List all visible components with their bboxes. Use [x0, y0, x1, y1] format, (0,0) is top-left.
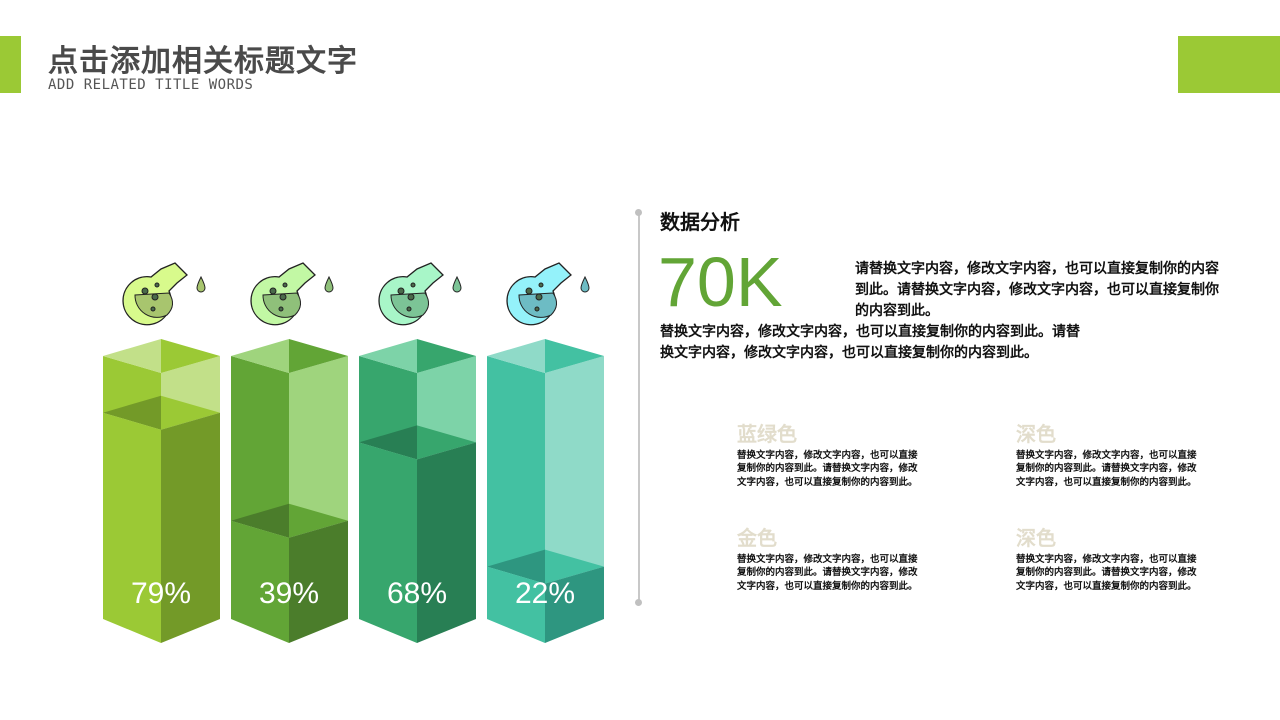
- bar-fill-right: [417, 442, 476, 643]
- divider-dot-bottom: [635, 599, 642, 606]
- bubble: [282, 282, 288, 288]
- bar-fill-right: [161, 412, 220, 643]
- flask-icon: [378, 262, 462, 326]
- bar-value-label: 68%: [387, 577, 447, 610]
- bar-value-label: 22%: [515, 577, 575, 610]
- drop-icon: [452, 275, 462, 293]
- item-text: 替换文字内容，修改文字内容，也可以直接复制你的内容到此。请替换文字内容，修改文字…: [1016, 450, 1197, 488]
- item-text: 替换文字内容，修改文字内容，也可以直接复制你的内容到此。请替换文字内容，修改文字…: [737, 450, 918, 488]
- drop-icon: [324, 275, 334, 293]
- item-title: 蓝绿色: [737, 422, 797, 446]
- bubble: [397, 287, 405, 295]
- big-number: 70K: [658, 243, 783, 321]
- bar-column: 68%: [359, 339, 476, 643]
- bubble: [141, 287, 149, 295]
- bubble: [535, 293, 543, 301]
- bubble: [150, 306, 156, 312]
- bar-fill-top-left: [359, 425, 417, 460]
- bar-fill-top-right: [417, 425, 476, 460]
- bubble: [154, 282, 160, 288]
- page-title[interactable]: 点击添加相关标题文字: [48, 44, 358, 79]
- flask-icon: [506, 262, 590, 326]
- bar-top-left: [231, 339, 289, 373]
- bar-fill-left: [103, 412, 161, 643]
- flask-liquid: [262, 292, 301, 318]
- bar-column: 79%: [103, 339, 220, 643]
- bar-top-right: [545, 339, 604, 373]
- bubble: [151, 293, 159, 301]
- item-text: 替换文字内容，修改文字内容，也可以直接复制你的内容到此。请替换文字内容，修改文字…: [737, 554, 918, 592]
- item-title: 金色: [737, 526, 777, 550]
- bar-column: 39%: [231, 339, 348, 643]
- divider-line: [638, 212, 640, 603]
- bubble: [279, 293, 287, 301]
- analysis-text-1: 请替换文字内容，修改文字内容，也可以直接复制你的内容到此。请替换文字内容，修改文…: [855, 261, 1219, 319]
- bar-empty-right: [545, 356, 604, 584]
- bar-top-right: [417, 339, 476, 373]
- bar-empty-right: [289, 356, 348, 538]
- bar-value-label: 79%: [131, 577, 191, 610]
- header-accent-left: [0, 36, 21, 93]
- bar-chart: 79% 39% 68% 22%: [103, 262, 604, 643]
- drop-icon: [580, 275, 590, 293]
- bar-empty-left: [487, 356, 545, 584]
- header-accent-right: [1178, 36, 1280, 93]
- analysis-heading: 数据分析: [660, 210, 740, 234]
- flask-icon: [122, 262, 206, 326]
- bubble: [278, 306, 284, 312]
- bar-fill-right: [545, 566, 604, 643]
- drop-icon: [196, 275, 206, 293]
- page-subtitle[interactable]: ADD RELATED TITLE WORDS: [48, 77, 254, 93]
- bar-top-left: [487, 339, 545, 373]
- bubble: [406, 306, 412, 312]
- bar-fill-right: [289, 520, 348, 643]
- bar-top-right: [289, 339, 348, 373]
- bar-empty-left: [231, 356, 289, 538]
- bar-fill-left: [487, 566, 545, 643]
- item-title: 深色: [1016, 422, 1056, 446]
- bar-fill-top-left: [487, 549, 545, 584]
- bar-column: 22%: [487, 339, 604, 643]
- bar-fill-top-right: [161, 395, 220, 430]
- bubble: [525, 287, 533, 295]
- bar-fill-top-left: [231, 503, 289, 538]
- bar-fill-left: [231, 520, 289, 643]
- bar-fill-left: [359, 442, 417, 643]
- bubble: [410, 282, 416, 288]
- item-title: 深色: [1016, 526, 1056, 550]
- bar-fill-top-right: [289, 503, 348, 538]
- divider-dot-top: [635, 209, 642, 216]
- bubble: [538, 282, 544, 288]
- analysis-text-2: 替换文字内容，修改文字内容，也可以直接复制你的内容到此。请替换文字内容，修改文字…: [660, 324, 1080, 361]
- flask-liquid: [134, 292, 173, 318]
- item-text: 替换文字内容，修改文字内容，也可以直接复制你的内容到此。请替换文字内容，修改文字…: [1016, 554, 1197, 592]
- bubble: [534, 306, 540, 312]
- flask-liquid: [518, 292, 557, 318]
- bubble: [407, 293, 415, 301]
- bar-top-right: [161, 339, 220, 373]
- bar-fill-top-left: [103, 395, 161, 430]
- bar-value-label: 39%: [259, 577, 319, 610]
- bar-top-left: [103, 339, 161, 373]
- bubble: [269, 287, 277, 295]
- flask-icon: [250, 262, 334, 326]
- flask-liquid: [390, 292, 429, 318]
- bar-top-left: [359, 339, 417, 373]
- bar-fill-top-right: [545, 549, 604, 584]
